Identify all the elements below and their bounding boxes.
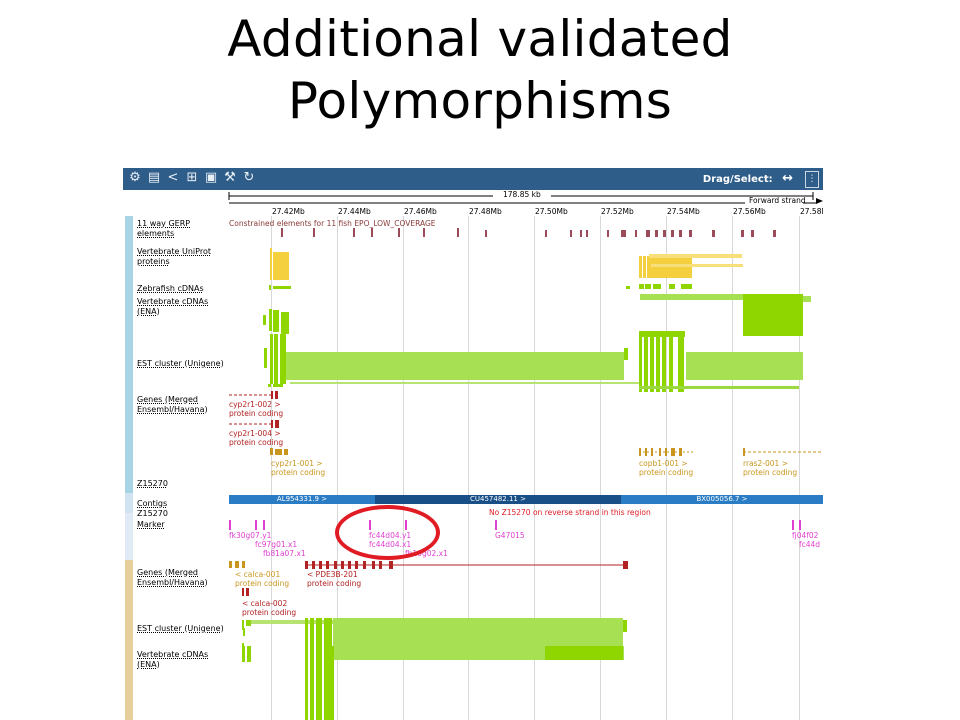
gene-biotype: protein coding bbox=[242, 608, 297, 617]
image-icon[interactable]: ▣ bbox=[204, 170, 218, 185]
uniprot-features bbox=[270, 248, 743, 280]
menu-icon[interactable]: ⋮ bbox=[805, 171, 819, 188]
track-label-contigs[interactable]: Contigs bbox=[137, 499, 168, 508]
grid-line bbox=[271, 216, 272, 720]
grid-line bbox=[468, 216, 469, 720]
marker-label[interactable]: fc97g01.x1 bbox=[255, 540, 298, 549]
feature-canvas bbox=[229, 228, 823, 720]
marker-strip bbox=[125, 513, 133, 560]
est-cluster bbox=[264, 332, 803, 392]
track-label-gerp[interactable]: 11 way GERP elements bbox=[137, 219, 191, 238]
gene-biotype: protein coding bbox=[743, 468, 798, 477]
gene-label[interactable]: rras2-001 > bbox=[743, 459, 788, 468]
slide-title-line-2: Polymorphisms bbox=[287, 72, 673, 130]
reverse-strand-strip bbox=[125, 560, 133, 720]
contig-label[interactable]: BX005056.7 > bbox=[696, 495, 748, 503]
gene-label[interactable]: < calca-002 bbox=[242, 599, 288, 608]
axis-tick-label: 27.42Mb bbox=[272, 207, 305, 216]
track-label-est[interactable]: EST cluster (Unigene) bbox=[137, 359, 224, 368]
contig-label[interactable]: CU457482.11 > bbox=[470, 495, 526, 503]
gear-icon[interactable]: ⚙ bbox=[129, 170, 141, 185]
gerp-elements bbox=[281, 228, 776, 237]
highlight-circle bbox=[335, 505, 440, 560]
axis-tick-label: 27.56Mb bbox=[733, 207, 766, 216]
gerp-caption: Constrained elements for 11 fish EPO_LOW… bbox=[229, 219, 436, 228]
grid-line bbox=[732, 216, 733, 720]
axis-tick-label: 27.44Mb bbox=[338, 207, 371, 216]
slide-title-line-1: Additional validated bbox=[227, 10, 733, 68]
track-label-est-reverse[interactable]: EST cluster (Unigene) bbox=[137, 624, 224, 633]
config-icon[interactable]: ⚒ bbox=[224, 170, 236, 185]
gene-label[interactable]: cyp2r1-001 > bbox=[271, 459, 323, 468]
marker-label[interactable]: fj04f02 bbox=[792, 531, 819, 540]
genome-browser-panel: ⚙ ▤ < ⊞ ▣ ⚒ ↻ Drag/Select: ↔ ⋮ 178.85 kb… bbox=[123, 168, 823, 720]
gene-biotype: protein coding bbox=[639, 468, 694, 477]
drag-arrows-icon[interactable]: ↔ bbox=[782, 171, 793, 186]
marker-label[interactable]: G47015 bbox=[495, 531, 525, 540]
est-reverse bbox=[242, 618, 627, 646]
genes-reverse bbox=[229, 561, 628, 596]
contig-bars bbox=[229, 495, 823, 504]
track-label-vcdna-reverse[interactable]: Vertebrate cDNAs (ENA) bbox=[137, 650, 209, 669]
track-label-genes-reverse[interactable]: Genes (Merged Ensembl/Havana) bbox=[137, 568, 208, 587]
gene-label[interactable]: < calca-001 bbox=[235, 570, 281, 579]
gene-label[interactable]: < PDE3B-201 bbox=[307, 570, 358, 579]
slide-title: Additional validated Polymorphisms bbox=[0, 8, 960, 132]
track-label-marker-name: Z15270 bbox=[137, 509, 168, 518]
resize-icon[interactable]: ⊞ bbox=[186, 170, 198, 185]
track-label-zebrafish[interactable]: Zebrafish cDNAs bbox=[137, 284, 204, 293]
gene-biotype: protein coding bbox=[307, 579, 362, 588]
grid-line bbox=[600, 216, 601, 720]
marker-label[interactable]: fb10g02.x1 bbox=[405, 549, 448, 558]
vcdna-reverse bbox=[242, 646, 624, 720]
browser-toolbar: ⚙ ▤ < ⊞ ▣ ⚒ ↻ Drag/Select: ↔ ⋮ bbox=[123, 168, 823, 190]
track-label-z15270[interactable]: Z15270 bbox=[137, 479, 168, 488]
track-label-vcdna[interactable]: Vertebrate cDNAs (ENA) bbox=[137, 297, 209, 316]
marker-label[interactable]: fb81a07.x1 bbox=[263, 549, 306, 558]
gene-label[interactable]: copb1-001 > bbox=[639, 459, 688, 468]
axis-tick-label: 27.52Mb bbox=[601, 207, 634, 216]
ruler-span: 178.85 kb bbox=[503, 190, 541, 199]
zebrafish-cdna bbox=[269, 284, 692, 290]
track-labels: 11 way GERP elements Vertebrate UniProt … bbox=[123, 168, 227, 720]
track-label-marker[interactable]: Marker bbox=[137, 520, 165, 529]
track-label-uniprot[interactable]: Vertebrate UniProt proteins bbox=[137, 247, 211, 266]
grid-line bbox=[799, 216, 800, 720]
gene-label[interactable]: cyp2r1-004 > bbox=[229, 429, 281, 438]
genes-forward bbox=[229, 391, 823, 456]
contig-strip bbox=[125, 493, 133, 513]
marker-label[interactable]: fk30g07.y1 bbox=[229, 531, 272, 540]
gene-biotype: protein coding bbox=[229, 409, 284, 418]
drag-select-text: Drag/Select: bbox=[702, 174, 773, 185]
marker-note: No Z15270 on reverse strand in this regi… bbox=[489, 508, 651, 517]
export-icon[interactable]: ▤ bbox=[147, 170, 161, 185]
vertebrate-cdna bbox=[263, 294, 811, 337]
contig-label[interactable]: AL954331.9 > bbox=[276, 495, 328, 503]
reset-icon[interactable]: ↻ bbox=[243, 170, 255, 185]
grid-line bbox=[534, 216, 535, 720]
grid-line bbox=[337, 216, 338, 720]
axis-tick-label: 27.48Mb bbox=[469, 207, 502, 216]
axis-tick-label: 27.58M bbox=[800, 207, 823, 216]
share-icon[interactable]: < bbox=[167, 170, 179, 185]
track-label-genes[interactable]: Genes (Merged Ensembl/Havana) bbox=[137, 395, 208, 414]
gene-biotype: protein coding bbox=[229, 438, 284, 447]
axis-tick-label: 27.50Mb bbox=[535, 207, 568, 216]
forward-strand-strip bbox=[125, 216, 133, 493]
gene-biotype: protein coding bbox=[271, 468, 326, 477]
ruler-lines bbox=[228, 192, 823, 204]
drag-select-label: Drag/Select: ↔ bbox=[703, 168, 793, 190]
gene-biotype: protein coding bbox=[235, 579, 290, 588]
marker-label[interactable]: fc44d bbox=[799, 540, 821, 549]
axis-tick-label: 27.54Mb bbox=[667, 207, 700, 216]
grid-line bbox=[666, 216, 667, 720]
gene-label[interactable]: cyp2r1-002 > bbox=[229, 400, 281, 409]
grid-line bbox=[403, 216, 404, 720]
ruler-strand: Forward strand bbox=[749, 196, 806, 205]
marker-ticks bbox=[229, 520, 801, 530]
axis-tick-label: 27.46Mb bbox=[404, 207, 437, 216]
ruler: 178.85 kb Forward strand bbox=[123, 190, 823, 205]
